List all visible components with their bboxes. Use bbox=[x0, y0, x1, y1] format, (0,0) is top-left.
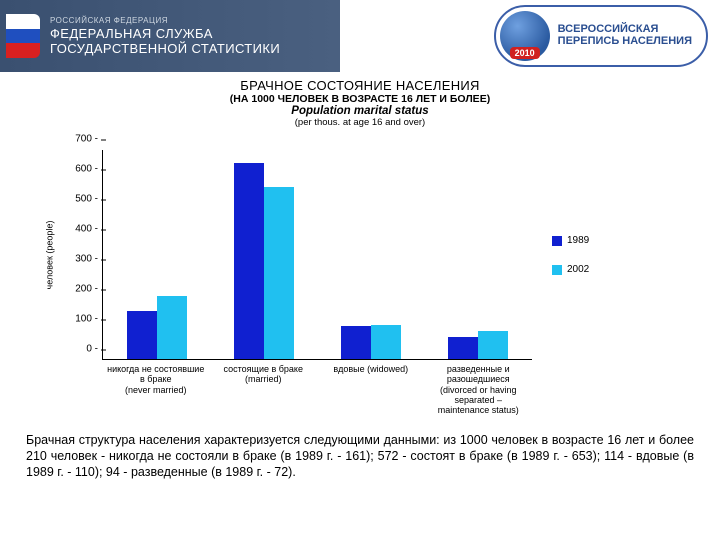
swatch-1989 bbox=[552, 236, 562, 246]
bar-1989 bbox=[234, 163, 264, 359]
subtitle-ru: (НА 1000 ЧЕЛОВЕК В ВОЗРАСТЕ 16 ЛЕТ И БОЛ… bbox=[0, 93, 720, 105]
y-axis-label: человек (people) bbox=[36, 150, 62, 360]
y-ticks: 0 -100 -200 -300 -400 -500 -600 -700 - bbox=[62, 150, 102, 360]
ytick: 500 - bbox=[75, 194, 98, 205]
ytick: 700 - bbox=[75, 134, 98, 145]
bar-group bbox=[210, 150, 317, 359]
bar-group bbox=[318, 150, 425, 359]
badge-text: ВСЕРОССИЙСКАЯ ПЕРЕПИСЬ НАСЕЛЕНИЯ bbox=[558, 24, 692, 47]
badge-line2: ПЕРЕПИСЬ НАСЕЛЕНИЯ bbox=[558, 36, 692, 48]
ytick: 0 - bbox=[86, 344, 98, 355]
x-axis-labels: никогда не состоявшие в браке(never marr… bbox=[102, 360, 532, 416]
bar-1989 bbox=[341, 326, 371, 359]
bar-group bbox=[425, 150, 532, 359]
x-category: вдовые (widowed) bbox=[317, 360, 425, 416]
chart-area: человек (people) 0 - 100 - 200 - 300 - 400 -… bbox=[36, 150, 684, 360]
bar-2002 bbox=[157, 296, 187, 359]
ytick: 300 - bbox=[75, 254, 98, 265]
flag-icon bbox=[6, 14, 40, 58]
ytick: 100 - bbox=[75, 314, 98, 325]
bar-2002 bbox=[264, 187, 294, 359]
header-bar: РОССИЙСКАЯ ФЕДЕРАЦИЯ ФЕДЕРАЛЬНАЯ СЛУЖБА … bbox=[0, 0, 720, 72]
legend-item-1989: 1989 bbox=[552, 235, 612, 246]
x-category: состоящие в браке(married) bbox=[210, 360, 318, 416]
bar-1989 bbox=[127, 311, 157, 359]
title-en: Population marital status bbox=[0, 105, 720, 117]
agency-line2: ГОСУДАРСТВЕННОЙ СТАТИСТИКИ bbox=[50, 42, 340, 57]
ytick: 200 - bbox=[75, 284, 98, 295]
badge-year: 2010 bbox=[510, 47, 540, 59]
bar-2002 bbox=[371, 325, 401, 359]
x-category: разведенные и разошедшиеся(divorced or h… bbox=[425, 360, 533, 416]
bar-1989 bbox=[448, 337, 478, 359]
legend-item-2002: 2002 bbox=[552, 264, 612, 275]
plot-area bbox=[102, 150, 532, 360]
globe-icon: 2010 bbox=[500, 11, 550, 61]
ytick: 400 - bbox=[75, 224, 98, 235]
header-right: 2010 ВСЕРОССИЙСКАЯ ПЕРЕПИСЬ НАСЕЛЕНИЯ bbox=[340, 0, 720, 72]
legend: 1989 2002 bbox=[532, 150, 612, 360]
census-badge: 2010 ВСЕРОССИЙСКАЯ ПЕРЕПИСЬ НАСЕЛЕНИЯ bbox=[494, 5, 708, 67]
agency-panel: РОССИЙСКАЯ ФЕДЕРАЦИЯ ФЕДЕРАЛЬНАЯ СЛУЖБА … bbox=[0, 0, 340, 72]
ytick: 600 - bbox=[75, 164, 98, 175]
description-paragraph: Брачная структура населения характеризуе… bbox=[0, 416, 720, 481]
bar-2002 bbox=[478, 331, 508, 359]
subtitle-en: (per thous. at age 16 and over) bbox=[0, 117, 720, 128]
chart-titles: БРАЧНОЕ СОСТОЯНИЕ НАСЕЛЕНИЯ (НА 1000 ЧЕЛ… bbox=[0, 78, 720, 128]
rf-label: РОССИЙСКАЯ ФЕДЕРАЦИЯ bbox=[50, 16, 340, 25]
x-category: никогда не состоявшие в браке(never marr… bbox=[102, 360, 210, 416]
swatch-2002 bbox=[552, 265, 562, 275]
title-ru: БРАЧНОЕ СОСТОЯНИЕ НАСЕЛЕНИЯ bbox=[0, 78, 720, 93]
agency-line1: ФЕДЕРАЛЬНАЯ СЛУЖБА bbox=[50, 27, 340, 42]
bar-group bbox=[103, 150, 210, 359]
